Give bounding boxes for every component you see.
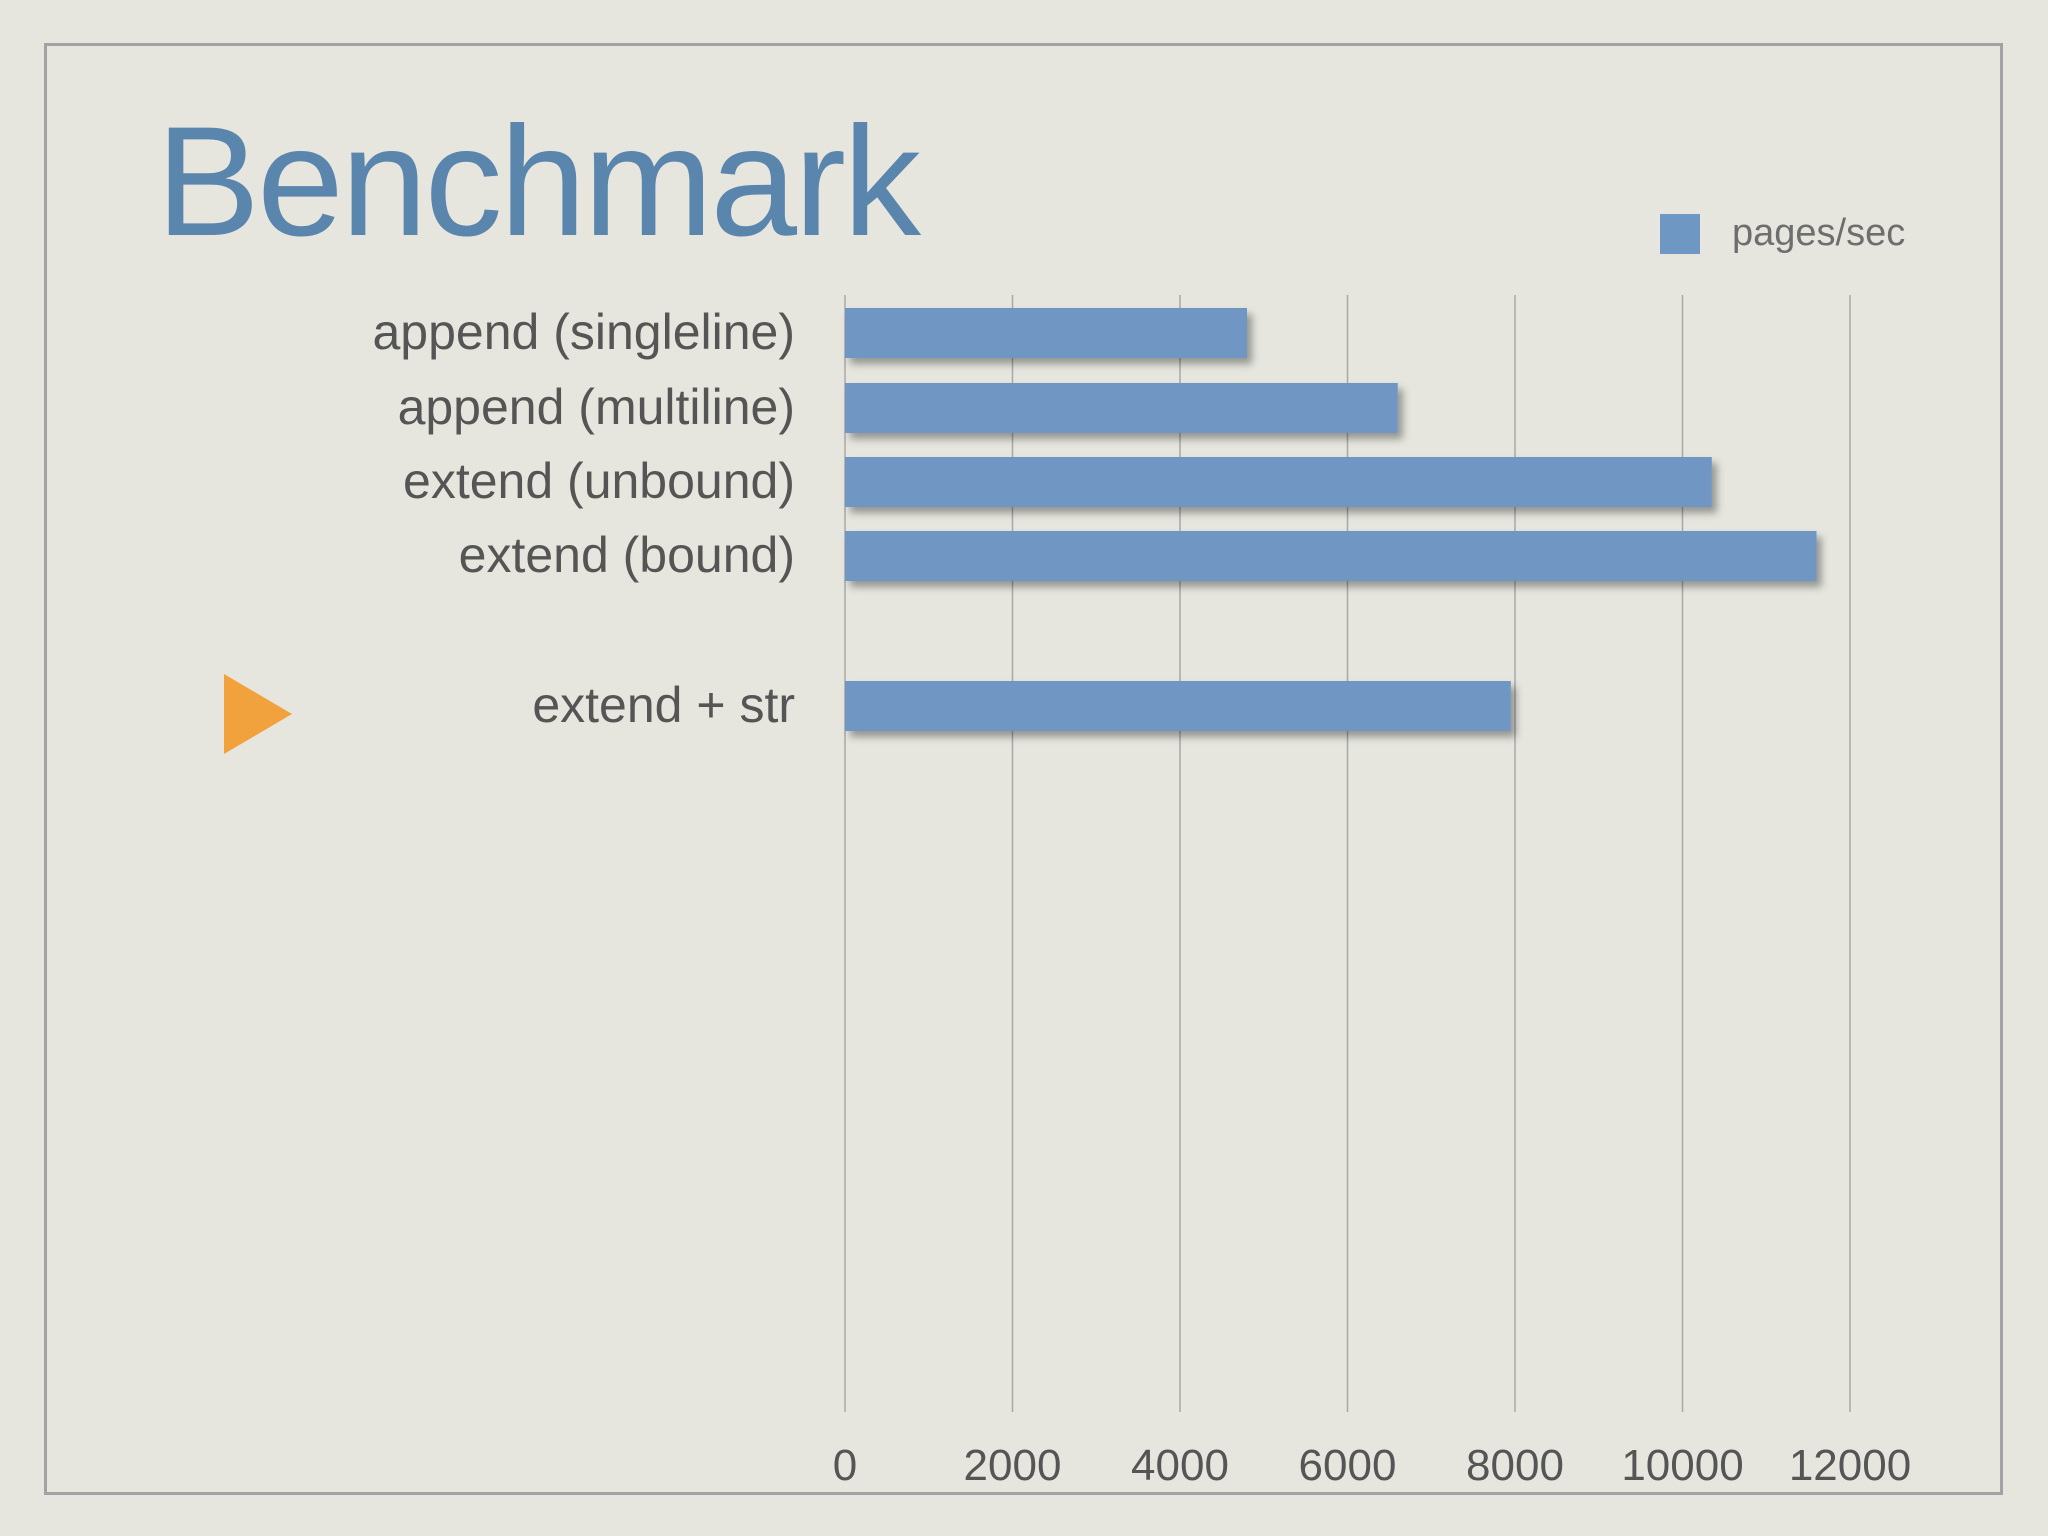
slide-title: Benchmark xyxy=(156,95,921,269)
legend-swatch xyxy=(1660,213,1700,254)
category-label: append (singleline) xyxy=(372,304,795,360)
category-label: append (multiline) xyxy=(398,379,795,435)
category-label: extend + str xyxy=(532,677,795,733)
chart-legend: pages/sec xyxy=(1660,212,1905,255)
highlight-arrow-icon xyxy=(224,674,292,754)
bar xyxy=(845,383,1398,433)
bar xyxy=(845,531,1817,581)
category-label: extend (unbound) xyxy=(403,453,795,509)
legend-label: pages/sec xyxy=(1732,212,1906,254)
x-tick-label: 2000 xyxy=(964,1441,1062,1490)
x-tick-label: 0 xyxy=(833,1441,857,1490)
x-tick-label: 4000 xyxy=(1131,1441,1229,1490)
category-label: extend (bound) xyxy=(459,527,795,583)
slide-frame xyxy=(44,43,2003,1495)
x-tick-label: 12000 xyxy=(1789,1441,1911,1490)
bar xyxy=(845,308,1247,358)
bar xyxy=(845,457,1712,507)
x-tick-label: 6000 xyxy=(1299,1441,1397,1490)
bar xyxy=(845,681,1511,731)
x-tick-label: 8000 xyxy=(1466,1441,1564,1490)
x-tick-label: 10000 xyxy=(1621,1441,1743,1490)
